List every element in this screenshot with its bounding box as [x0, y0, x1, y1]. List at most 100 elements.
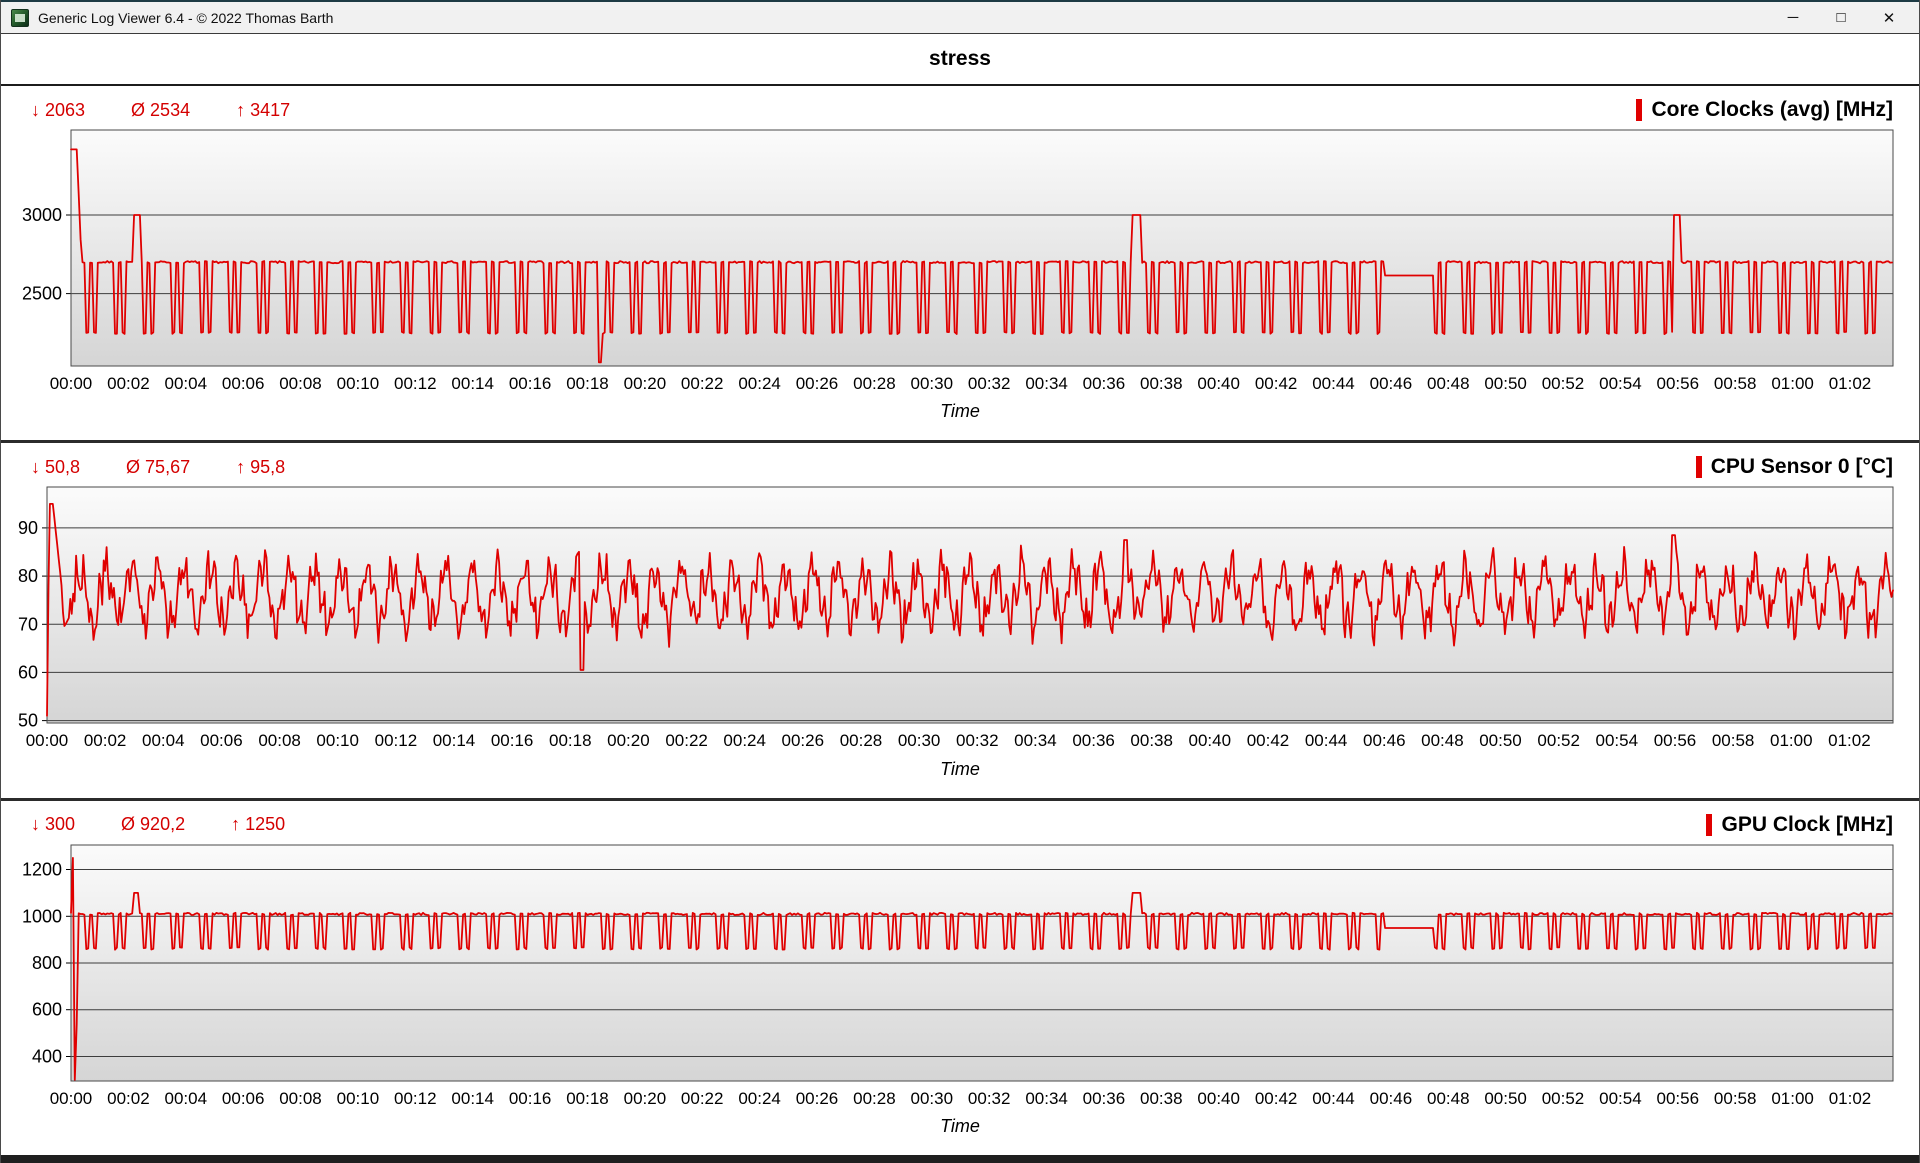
svg-text:00:42: 00:42 — [1247, 731, 1290, 750]
svg-text:60: 60 — [18, 663, 38, 683]
svg-text:00:50: 00:50 — [1479, 731, 1522, 750]
panel-core-clocks: ↓ 2063 Ø 2534 ↑ 3417 Core Clocks (avg) [… — [1, 86, 1919, 441]
svg-text:00:46: 00:46 — [1370, 374, 1413, 393]
app-icon — [11, 8, 29, 27]
svg-text:00:34: 00:34 — [1025, 374, 1068, 393]
svg-text:00:26: 00:26 — [782, 731, 825, 750]
svg-text:00:58: 00:58 — [1712, 731, 1755, 750]
svg-text:00:08: 00:08 — [258, 731, 301, 750]
svg-text:01:00: 01:00 — [1771, 1089, 1814, 1108]
svg-text:00:24: 00:24 — [738, 1089, 781, 1108]
svg-text:00:42: 00:42 — [1255, 1089, 1298, 1108]
svg-text:00:04: 00:04 — [165, 1089, 208, 1108]
svg-text:00:10: 00:10 — [337, 374, 380, 393]
stat-max: ↑ 95,8 — [236, 456, 286, 477]
svg-text:00:04: 00:04 — [165, 374, 208, 393]
legend-label: Core Clocks (avg) [MHz] — [1651, 98, 1893, 121]
stat-max: ↑ 1250 — [231, 814, 286, 835]
x-axis-title: Time — [940, 1115, 980, 1136]
legend-color-swatch — [1706, 813, 1713, 836]
svg-text:3000: 3000 — [22, 205, 62, 225]
svg-text:00:02: 00:02 — [107, 1089, 150, 1108]
svg-text:00:16: 00:16 — [509, 374, 552, 393]
svg-text:00:20: 00:20 — [624, 374, 667, 393]
svg-text:00:30: 00:30 — [911, 1089, 954, 1108]
svg-text:00:44: 00:44 — [1305, 731, 1348, 750]
svg-text:00:30: 00:30 — [911, 374, 954, 393]
svg-text:00:56: 00:56 — [1654, 731, 1697, 750]
svg-text:00:18: 00:18 — [549, 731, 592, 750]
x-axis-title: Time — [940, 758, 980, 779]
panel-head-gpu-clock: ↓ 300 Ø 920,2 ↑ 1250 GPU Clock [MHz] — [1, 811, 1919, 843]
page-header: stress — [1, 34, 1919, 86]
panel-cpu-sensor: ↓ 50,8 Ø 75,67 ↑ 95,8 CPU Sensor 0 [°C] … — [1, 443, 1919, 798]
svg-text:00:34: 00:34 — [1014, 731, 1057, 750]
svg-text:00:40: 00:40 — [1197, 374, 1240, 393]
svg-text:00:48: 00:48 — [1421, 731, 1464, 750]
stat-avg: Ø 75,67 — [126, 456, 191, 477]
window-titlebar[interactable]: Generic Log Viewer 6.4 - © 2022 Thomas B… — [1, 0, 1919, 34]
svg-text:01:02: 01:02 — [1829, 374, 1872, 393]
svg-text:00:52: 00:52 — [1542, 1089, 1585, 1108]
svg-text:00:30: 00:30 — [898, 731, 941, 750]
svg-text:00:14: 00:14 — [451, 374, 494, 393]
svg-text:00:24: 00:24 — [738, 374, 781, 393]
svg-text:00:48: 00:48 — [1427, 374, 1470, 393]
stat-avg: Ø 2534 — [131, 99, 191, 120]
window-controls: ─ □ ✕ — [1769, 2, 1913, 34]
svg-text:00:00: 00:00 — [50, 1089, 93, 1108]
svg-text:00:14: 00:14 — [451, 1089, 494, 1108]
svg-text:00:06: 00:06 — [222, 1089, 265, 1108]
svg-text:00:32: 00:32 — [968, 374, 1011, 393]
svg-text:00:08: 00:08 — [279, 1089, 322, 1108]
svg-text:1000: 1000 — [22, 906, 62, 926]
svg-text:00:50: 00:50 — [1484, 1089, 1527, 1108]
svg-text:00:16: 00:16 — [491, 731, 534, 750]
legend-label: GPU Clock [MHz] — [1721, 812, 1893, 836]
svg-text:00:34: 00:34 — [1025, 1089, 1068, 1108]
stat-avg: Ø 920,2 — [121, 814, 186, 835]
svg-text:00:38: 00:38 — [1130, 731, 1173, 750]
svg-text:00:36: 00:36 — [1072, 731, 1115, 750]
svg-text:00:24: 00:24 — [723, 731, 766, 750]
chart-stats: ↓ 300 Ø 920,2 ↑ 1250 — [31, 814, 285, 835]
svg-text:00:20: 00:20 — [624, 1089, 667, 1108]
svg-text:600: 600 — [32, 999, 62, 1019]
svg-text:00:36: 00:36 — [1083, 1089, 1126, 1108]
svg-text:00:56: 00:56 — [1657, 1089, 1700, 1108]
svg-text:00:28: 00:28 — [853, 1089, 896, 1108]
svg-text:00:00: 00:00 — [26, 731, 69, 750]
close-button[interactable]: ✕ — [1882, 9, 1896, 27]
svg-text:2500: 2500 — [22, 284, 62, 304]
svg-text:70: 70 — [18, 615, 38, 635]
chart-legend: Core Clocks (avg) [MHz] — [1636, 98, 1893, 122]
svg-text:00:36: 00:36 — [1083, 374, 1126, 393]
panel-divider — [1, 440, 1919, 444]
svg-text:00:52: 00:52 — [1537, 731, 1580, 750]
minimize-button[interactable]: ─ — [1787, 9, 1799, 26]
svg-text:00:00: 00:00 — [50, 374, 93, 393]
svg-text:00:32: 00:32 — [956, 731, 999, 750]
svg-text:00:18: 00:18 — [566, 1089, 609, 1108]
svg-text:00:22: 00:22 — [681, 374, 724, 393]
svg-text:00:26: 00:26 — [796, 374, 839, 393]
svg-text:50: 50 — [18, 711, 38, 731]
svg-text:80: 80 — [18, 566, 38, 586]
svg-text:00:44: 00:44 — [1312, 1089, 1355, 1108]
svg-text:00:54: 00:54 — [1599, 374, 1642, 393]
svg-text:90: 90 — [18, 518, 38, 538]
svg-text:00:12: 00:12 — [394, 1089, 437, 1108]
svg-text:00:46: 00:46 — [1363, 731, 1406, 750]
svg-text:00:10: 00:10 — [337, 1089, 380, 1108]
svg-text:00:14: 00:14 — [433, 731, 476, 750]
chart-stats: ↓ 50,8 Ø 75,67 ↑ 95,8 — [31, 457, 285, 478]
legend-color-swatch — [1636, 99, 1643, 121]
svg-text:00:38: 00:38 — [1140, 374, 1183, 393]
chart-legend: GPU Clock [MHz] — [1706, 813, 1893, 837]
window-bottom-edge — [1, 1154, 1919, 1163]
svg-text:00:58: 00:58 — [1714, 374, 1757, 393]
svg-text:00:26: 00:26 — [796, 1089, 839, 1108]
svg-text:00:18: 00:18 — [566, 374, 609, 393]
maximize-button[interactable]: □ — [1836, 9, 1846, 26]
svg-text:00:20: 00:20 — [607, 731, 650, 750]
